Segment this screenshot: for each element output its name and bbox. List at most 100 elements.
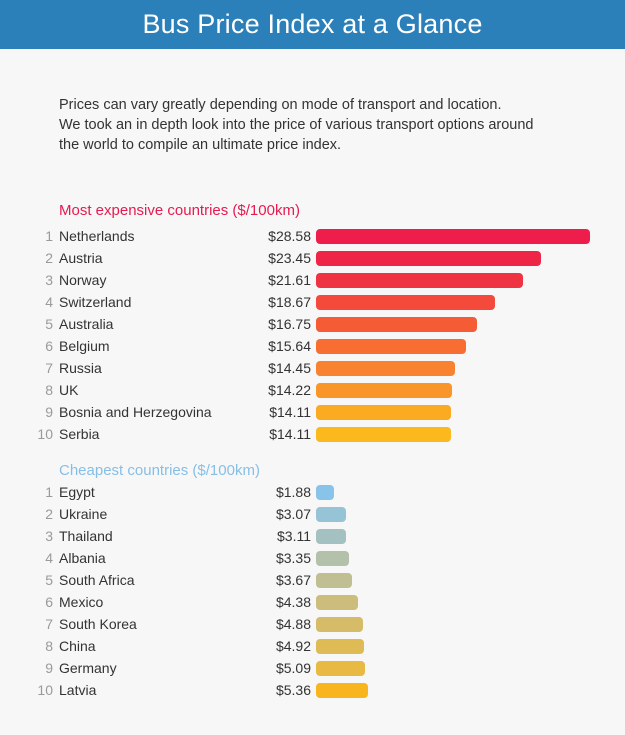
rank-label: 3 (45, 272, 53, 288)
chart-row: 4 Switzerland $18.67 (0, 291, 625, 313)
bar (316, 317, 477, 332)
chart-row: 1 Egypt $1.88 (0, 481, 625, 503)
bar (316, 339, 466, 354)
chart-row: 8 UK $14.22 (0, 379, 625, 401)
page-title: Bus Price Index at a Glance (142, 9, 483, 39)
chart-row: 6 Belgium $15.64 (0, 335, 625, 357)
rank-label: 1 (45, 484, 53, 500)
rank-label: 8 (45, 382, 53, 398)
rank-label: 5 (45, 572, 53, 588)
bar (316, 617, 363, 632)
rank-label: 4 (45, 550, 53, 566)
country-label: Russia (59, 360, 102, 376)
country-label: Netherlands (59, 228, 135, 244)
chart-title-cheapest: Cheapest countries ($/100km) (59, 462, 260, 479)
country-label: South Korea (59, 616, 137, 632)
intro-line: We took an in depth look into the price … (59, 117, 534, 133)
country-label: Norway (59, 272, 107, 288)
country-label: South Africa (59, 572, 135, 588)
chart-row: 3 Norway $21.61 (0, 269, 625, 291)
value-label: $3.67 (275, 572, 311, 588)
rank-label: 5 (45, 316, 53, 332)
country-label: Bosnia and Herzegovina (59, 404, 212, 420)
value-label: $3.07 (275, 506, 311, 522)
bar (316, 383, 452, 398)
bar (316, 295, 495, 310)
value-label: $18.67 (268, 294, 311, 310)
chart-row: 9 Bosnia and Herzegovina $14.11 (0, 401, 625, 423)
country-label: Switzerland (59, 294, 132, 310)
country-label: Mexico (59, 594, 104, 610)
bar (316, 251, 541, 266)
bar (316, 361, 455, 376)
bar (316, 507, 346, 522)
country-label: Ukraine (59, 506, 108, 522)
value-label: $21.61 (268, 272, 311, 288)
value-label: $14.11 (269, 404, 311, 420)
value-label: $23.45 (268, 250, 311, 266)
country-label: Serbia (59, 426, 100, 442)
value-label: $14.11 (269, 426, 311, 442)
country-label: Austria (59, 250, 103, 266)
value-label: $14.22 (268, 382, 311, 398)
rank-label: 9 (45, 660, 53, 676)
bar (316, 551, 349, 566)
value-label: $16.75 (268, 316, 311, 332)
chart-row: 6 Mexico $4.38 (0, 591, 625, 613)
value-label: $3.11 (277, 528, 311, 544)
value-label: $28.58 (268, 228, 311, 244)
country-label: Belgium (59, 338, 110, 354)
chart-row: 7 South Korea $4.88 (0, 613, 625, 635)
bar (316, 485, 334, 500)
chart-row: 5 South Africa $3.67 (0, 569, 625, 591)
rank-label: 6 (45, 594, 53, 610)
value-label: $4.92 (275, 638, 311, 654)
country-label: Thailand (59, 528, 113, 544)
rank-label: 2 (45, 506, 53, 522)
bar (316, 683, 368, 698)
country-label: Germany (59, 660, 117, 676)
chart-row: 2 Ukraine $3.07 (0, 503, 625, 525)
rank-label: 3 (45, 528, 53, 544)
value-label: $4.88 (275, 616, 311, 632)
rank-label: 1 (45, 228, 53, 244)
page-header: Bus Price Index at a Glance (0, 0, 625, 49)
chart-row: 1 Netherlands $28.58 (0, 225, 625, 247)
country-label: China (59, 638, 96, 654)
value-label: $5.09 (275, 660, 311, 676)
chart-row: 3 Thailand $3.11 (0, 525, 625, 547)
rank-label: 10 (37, 682, 53, 698)
bar (316, 573, 352, 588)
rank-label: 10 (37, 426, 53, 442)
country-label: UK (59, 382, 79, 398)
rank-label: 2 (45, 250, 53, 266)
bar (316, 529, 346, 544)
chart-row: 9 Germany $5.09 (0, 657, 625, 679)
bar (316, 661, 365, 676)
chart-row: 4 Albania $3.35 (0, 547, 625, 569)
value-label: $1.88 (275, 484, 311, 500)
bar (316, 229, 590, 244)
rank-label: 7 (45, 360, 53, 376)
country-label: Egypt (59, 484, 95, 500)
intro-line: the world to compile an ultimate price i… (59, 137, 342, 153)
bar (316, 427, 451, 442)
chart-row: 10 Latvia $5.36 (0, 679, 625, 701)
intro-text: Prices can vary greatly depending on mod… (59, 95, 599, 155)
rank-label: 7 (45, 616, 53, 632)
country-label: Albania (59, 550, 106, 566)
value-label: $3.35 (275, 550, 311, 566)
value-label: $15.64 (268, 338, 311, 354)
rank-label: 4 (45, 294, 53, 310)
rank-label: 6 (45, 338, 53, 354)
bar (316, 273, 523, 288)
value-label: $14.45 (268, 360, 311, 376)
value-label: $4.38 (275, 594, 311, 610)
chart-row: 10 Serbia $14.11 (0, 423, 625, 445)
chart-row: 8 China $4.92 (0, 635, 625, 657)
chart-row: 7 Russia $14.45 (0, 357, 625, 379)
bar (316, 639, 364, 654)
bar (316, 595, 358, 610)
country-label: Latvia (59, 682, 97, 698)
chart-title-most-expensive: Most expensive countries ($/100km) (59, 202, 300, 219)
